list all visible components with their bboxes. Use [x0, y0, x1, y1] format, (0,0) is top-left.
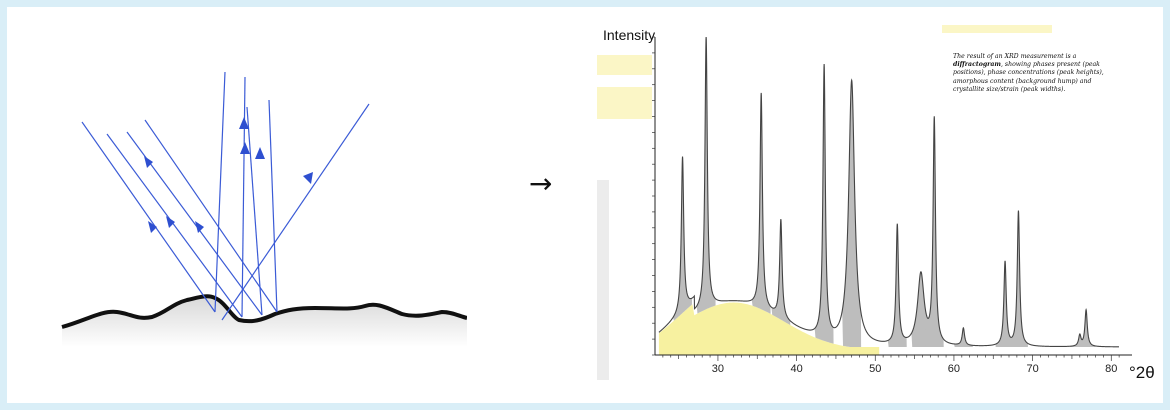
x-tick-label: 70: [1026, 363, 1039, 375]
xray-reflection-diagram: [47, 62, 468, 347]
peak-11: [995, 260, 1015, 348]
beam-arrowheads: [144, 117, 313, 233]
peak-4: [771, 219, 791, 326]
diffracted-beams: [214, 71, 370, 321]
peak-9: [924, 116, 944, 348]
note-part-1: The result of an XRD measurement is a: [953, 53, 1077, 60]
x-tick-label: 50: [869, 363, 882, 375]
note-part-2: diffractogram: [953, 61, 1001, 69]
note-part-3: , showing phases present (peak positions…: [953, 61, 1104, 93]
x-tick-label: 30: [711, 363, 725, 375]
diffractogram-panel: Intensity °2θ The result of an XRD measu…: [597, 25, 1162, 390]
reflection-svg: [61, 71, 468, 347]
right-arrow: →: [529, 167, 553, 200]
peak-5: [814, 63, 834, 344]
peak-1: [673, 156, 692, 321]
peak-12: [1009, 210, 1028, 348]
peak-10: [953, 327, 973, 348]
peak-14: [1076, 309, 1096, 348]
amorphous-hump: [658, 302, 880, 355]
sample-surface-shading: [62, 296, 467, 347]
x-tick-label: 40: [790, 363, 803, 375]
x-axis-unit: °2θ: [1129, 363, 1155, 382]
diffraction-curve: [658, 36, 1119, 348]
peak-7: [887, 223, 907, 348]
y-axis-label: Intensity: [603, 27, 656, 43]
figure-frame: → Intensity °2θ The result of an XRD mea…: [7, 7, 1163, 403]
x-tick-label: 60: [947, 363, 961, 375]
peak-2: [696, 37, 716, 314]
sample-surface-line: [61, 294, 468, 329]
x-tick-label: 80: [1105, 363, 1118, 375]
peak-3: [751, 92, 771, 314]
peak-6: [842, 80, 862, 348]
diffractogram-description: The result of an XRD measurement is a di…: [953, 53, 1113, 94]
diffractogram-chart: [597, 25, 1132, 380]
